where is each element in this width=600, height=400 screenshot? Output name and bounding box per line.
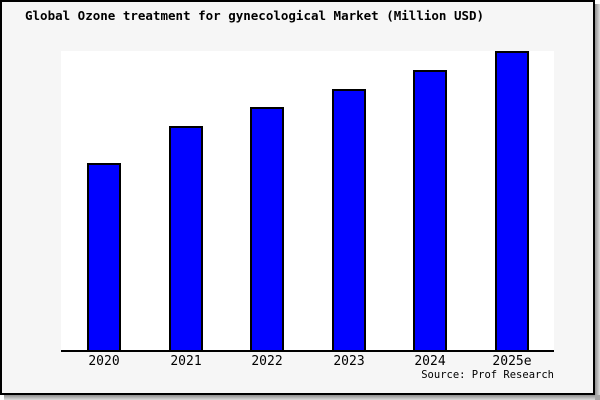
x-tick-label-2025e: 2025e bbox=[492, 354, 532, 369]
x-tick-label-2022: 2022 bbox=[251, 354, 283, 369]
window-shadow-right bbox=[595, 4, 600, 395]
window-shadow-bottom bbox=[4, 395, 595, 400]
plot-area bbox=[61, 51, 554, 352]
source-credit: Source: Prof Research bbox=[421, 369, 554, 381]
bar-2021 bbox=[169, 126, 203, 350]
chart-window: Global Ozone treatment for gynecological… bbox=[0, 0, 595, 395]
x-tick-label-2024: 2024 bbox=[414, 354, 446, 369]
x-axis-labels: 2020 2021 2022 2023 2024 2025e bbox=[61, 354, 554, 370]
bar-2024 bbox=[413, 70, 447, 350]
bar-2020 bbox=[87, 163, 121, 350]
x-tick-label-2020: 2020 bbox=[88, 354, 120, 369]
x-tick-label-2021: 2021 bbox=[170, 354, 202, 369]
bar-2025e bbox=[495, 51, 529, 350]
bar-2023 bbox=[332, 89, 366, 350]
chart-title: Global Ozone treatment for gynecological… bbox=[25, 8, 485, 23]
window-shadow-corner bbox=[595, 395, 600, 400]
bar-2022 bbox=[250, 107, 284, 350]
x-tick-label-2023: 2023 bbox=[333, 354, 365, 369]
